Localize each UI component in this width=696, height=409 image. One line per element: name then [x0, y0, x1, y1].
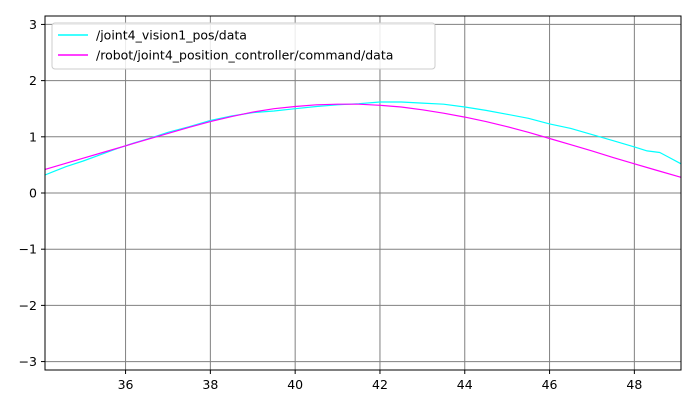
y-tick-label: 0: [29, 186, 37, 201]
x-tick-label: 42: [372, 377, 388, 392]
y-axis: −3 −2 −1 0 1 2 3: [19, 17, 45, 369]
y-tick-label: 1: [29, 129, 37, 144]
series-line-1: [44, 103, 682, 178]
series-line-0: [44, 101, 682, 176]
x-tick-label: 36: [118, 377, 134, 392]
x-tick-label: 48: [626, 377, 642, 392]
legend: /joint4_vision1_pos/data/robot/joint4_po…: [51, 22, 436, 70]
x-tick-label: 46: [542, 377, 558, 392]
y-tick-label: −1: [19, 242, 37, 257]
x-tick-label: 38: [202, 377, 218, 392]
legend-label-1: /robot/joint4_position_controller/comman…: [96, 48, 393, 63]
y-tick-label: 3: [29, 17, 37, 32]
y-tick-label: −3: [19, 354, 37, 369]
x-axis: 36 38 40 42 44 46 48: [118, 370, 642, 392]
y-tick-label: 2: [29, 73, 37, 88]
legend-box: [51, 22, 436, 70]
y-tick-label: −2: [19, 298, 37, 313]
x-tick-label: 40: [287, 377, 303, 392]
series-layer: [44, 101, 682, 178]
x-tick-label: 44: [457, 377, 473, 392]
legend-label-0: /joint4_vision1_pos/data: [96, 28, 247, 43]
